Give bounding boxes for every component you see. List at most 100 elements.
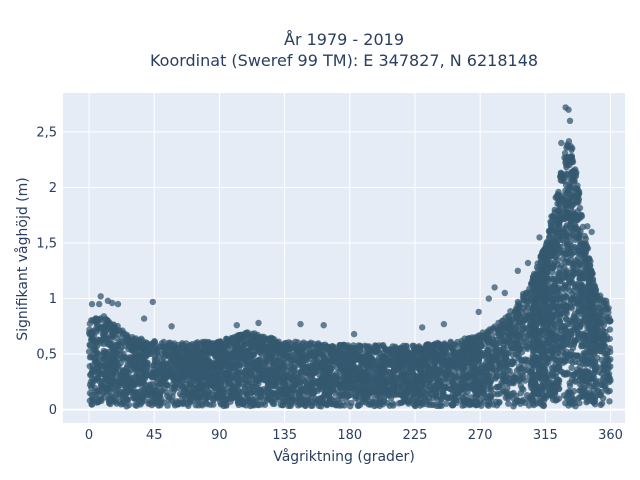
data-point (405, 400, 412, 407)
data-point (127, 357, 134, 365)
data-point (515, 398, 522, 405)
data-point (359, 355, 366, 363)
data-point (329, 358, 336, 365)
data-point (329, 344, 336, 352)
data-point (195, 385, 203, 393)
data-point (249, 351, 256, 358)
data-point (522, 338, 530, 345)
data-point (304, 399, 312, 407)
data-point (230, 350, 238, 357)
data-point (377, 400, 384, 407)
data-point (399, 362, 406, 369)
data-point (606, 398, 613, 405)
data-point (215, 390, 222, 397)
data-point (102, 371, 109, 378)
data-point (362, 399, 370, 406)
data-point (519, 375, 526, 382)
data-point (172, 357, 179, 364)
data-point (251, 364, 259, 371)
data-point (418, 387, 426, 394)
data-point (226, 367, 233, 375)
data-point (280, 341, 287, 348)
data-point (425, 394, 433, 401)
data-point (386, 402, 393, 409)
data-point (496, 361, 503, 369)
data-point (388, 382, 395, 389)
data-point (113, 334, 120, 342)
data-point (323, 401, 331, 409)
data-point (515, 355, 522, 362)
data-point (505, 312, 512, 320)
data-point (205, 340, 213, 347)
data-point (604, 388, 612, 395)
data-point (303, 340, 310, 348)
data-point (242, 371, 249, 378)
data-point (598, 400, 606, 407)
data-point (94, 326, 102, 333)
data-point (505, 331, 512, 338)
data-point (486, 386, 493, 393)
data-point (509, 359, 516, 366)
data-point (317, 385, 324, 393)
data-point (449, 379, 457, 386)
data-point (517, 390, 524, 397)
data-point (521, 324, 529, 332)
data-point (460, 397, 467, 404)
data-point (86, 342, 94, 349)
data-point (196, 396, 203, 404)
data-point (164, 381, 171, 389)
data-point (597, 381, 605, 388)
data-point (416, 345, 423, 353)
data-point (108, 396, 115, 404)
data-point (468, 354, 476, 362)
data-point (88, 368, 96, 375)
data-point (504, 350, 511, 357)
data-point (262, 347, 269, 354)
data-point (605, 357, 612, 364)
data-point (232, 363, 239, 370)
data-point (326, 364, 333, 372)
data-point (151, 356, 159, 363)
data-point (264, 353, 272, 360)
data-point (229, 373, 237, 381)
data-point (494, 391, 501, 398)
data-point (398, 373, 405, 380)
data-point (491, 356, 499, 363)
data-point (605, 309, 612, 316)
data-point (187, 381, 194, 388)
data-point (244, 338, 251, 346)
data-point (283, 397, 291, 404)
scatter-points (85, 104, 614, 410)
data-point (340, 382, 347, 389)
data-point (175, 345, 182, 353)
data-point (599, 376, 607, 383)
data-point (287, 356, 294, 363)
data-point (370, 368, 377, 376)
data-point (264, 396, 271, 404)
data-point (468, 368, 475, 375)
data-point (92, 377, 99, 384)
data-point (514, 302, 521, 309)
data-point (264, 337, 271, 344)
data-point (311, 352, 318, 360)
data-point (309, 359, 317, 367)
data-point (455, 353, 462, 360)
data-point (249, 344, 256, 351)
data-point (265, 391, 273, 398)
data-point (86, 389, 94, 397)
data-point (505, 400, 512, 407)
data-point (225, 353, 232, 360)
data-point (520, 305, 527, 312)
data-point (495, 349, 502, 357)
data-point (297, 350, 305, 358)
data-point (466, 384, 474, 392)
data-point (216, 367, 223, 374)
data-point (598, 356, 605, 364)
data-point (487, 364, 494, 371)
data-point (491, 325, 499, 332)
data-point (597, 347, 604, 355)
data-point (194, 339, 201, 346)
data-point (468, 394, 475, 401)
data-point (312, 399, 320, 406)
